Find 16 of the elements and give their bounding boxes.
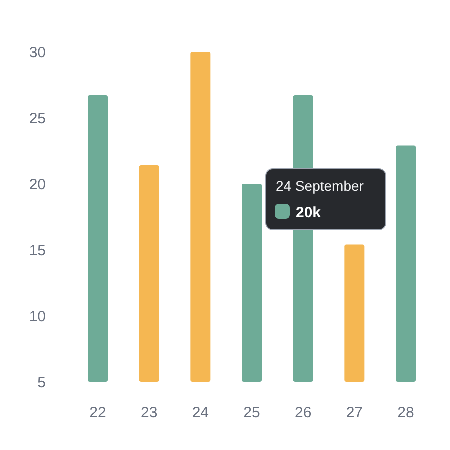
y-tick-label: 20 [29, 176, 46, 194]
y-tick-label: 5 [38, 374, 46, 392]
x-tick-label: 24 [192, 404, 210, 422]
x-tick-label: 22 [90, 404, 106, 422]
y-tick-label: 15 [29, 242, 46, 260]
annotation: 24 September [276, 178, 364, 194]
x-tick-label: 23 [140, 404, 158, 422]
y-tick-label: 30 [29, 44, 46, 62]
x-tick-label: 27 [346, 404, 364, 422]
x-tick-label: 28 [398, 404, 414, 422]
tooltip: 24 September 20k [266, 168, 386, 230]
x-tick-label: 25 [244, 404, 260, 422]
x-tick-label: 26 [294, 404, 312, 422]
y-tick-label: 10 [29, 308, 46, 326]
annotation: 20k [296, 204, 322, 222]
y-tick-label: 25 [29, 110, 46, 128]
